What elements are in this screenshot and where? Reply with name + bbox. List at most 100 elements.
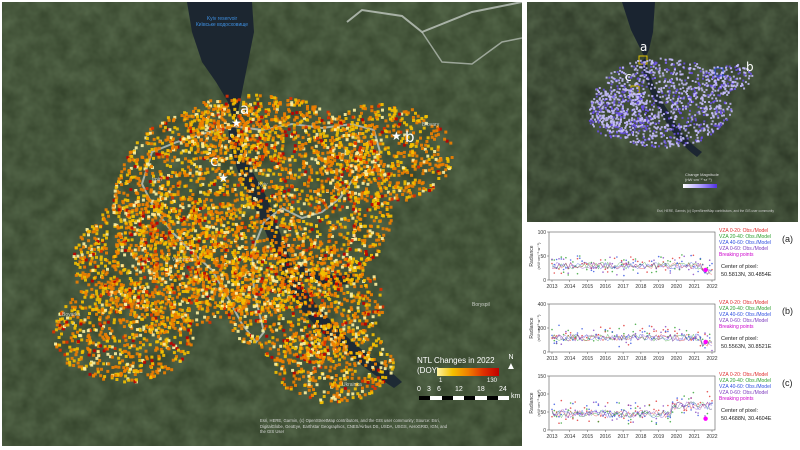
ntl-pixel bbox=[284, 350, 288, 354]
ntl-pixel bbox=[299, 263, 303, 267]
ntl-pixel bbox=[347, 317, 351, 321]
ntl-pixel bbox=[176, 193, 180, 196]
ntl-pixel bbox=[288, 222, 292, 226]
ntl-pixel bbox=[159, 263, 163, 267]
ntl-pixel bbox=[330, 196, 334, 200]
ntl-pixel bbox=[66, 357, 70, 361]
ntl-pixel bbox=[102, 349, 106, 353]
ntl-pixel bbox=[128, 150, 132, 154]
ntl-pixel bbox=[346, 163, 350, 167]
ntl-pixel bbox=[143, 287, 146, 291]
ntl-pixel bbox=[82, 233, 86, 237]
ntl-pixel bbox=[75, 350, 79, 354]
ntl-pixel bbox=[91, 230, 95, 234]
ntl-pixel bbox=[170, 142, 174, 146]
ntl-pixel bbox=[168, 140, 172, 144]
ntl-pixel bbox=[148, 180, 152, 183]
ntl-pixel bbox=[376, 181, 380, 185]
ntl-pixel bbox=[381, 170, 385, 174]
ntl-pixel bbox=[274, 230, 278, 234]
ntl-pixel bbox=[99, 249, 103, 253]
ntl-pixel bbox=[382, 163, 386, 166]
ntl-pixel bbox=[294, 290, 297, 294]
ntl-pixel bbox=[142, 243, 146, 247]
ntl-pixel bbox=[365, 142, 369, 145]
ntl-pixel bbox=[235, 264, 239, 268]
ntl-pixel bbox=[371, 169, 375, 173]
ntl-pixel bbox=[145, 301, 149, 305]
ntl-pixel bbox=[169, 288, 173, 292]
ntl-pixel bbox=[102, 362, 106, 366]
ntl-pixel bbox=[367, 170, 371, 174]
ntl-pixel bbox=[171, 358, 175, 362]
ntl-pixel bbox=[311, 274, 315, 277]
ntl-pixel bbox=[268, 169, 272, 173]
ntl-pixel bbox=[327, 164, 331, 168]
ntl-pixel bbox=[324, 143, 328, 147]
ntl-pixel bbox=[112, 275, 116, 279]
ntl-pixel bbox=[248, 179, 252, 183]
ntl-pixel bbox=[256, 211, 260, 215]
ntl-pixel bbox=[144, 349, 148, 353]
ntl-pixel bbox=[100, 282, 104, 286]
ntl-pixel bbox=[313, 206, 317, 210]
main-map-canvas bbox=[2, 2, 522, 446]
ntl-pixel bbox=[77, 340, 80, 343]
ntl-pixel bbox=[260, 309, 264, 313]
ntl-pixel bbox=[215, 271, 219, 275]
ntl-pixel bbox=[146, 326, 150, 329]
ntl-pixel bbox=[100, 274, 104, 278]
ntl-pixel bbox=[270, 265, 274, 269]
main-map[interactable]: Kyiv reservoir Київське водосховище Irpi… bbox=[2, 2, 522, 446]
ntl-pixel bbox=[279, 134, 283, 138]
ntl-pixel bbox=[233, 199, 237, 203]
ntl-pixel bbox=[252, 133, 256, 137]
ntl-pixel bbox=[209, 159, 213, 163]
ntl-pixel bbox=[211, 231, 215, 235]
ntl-pixel bbox=[334, 155, 338, 159]
ntl-pixel bbox=[122, 349, 126, 353]
ntl-pixel bbox=[73, 326, 77, 330]
ntl-pixel bbox=[164, 343, 168, 347]
ntl-pixel bbox=[213, 132, 217, 136]
ntl-pixel bbox=[150, 308, 154, 312]
ntl-pixel bbox=[441, 162, 445, 166]
ntl-pixel bbox=[378, 155, 382, 159]
ntl-pixel bbox=[136, 299, 140, 303]
ntl-pixel bbox=[215, 218, 219, 222]
ntl-pixel bbox=[66, 316, 69, 320]
ntl-pixel bbox=[335, 171, 339, 174]
ntl-pixel bbox=[206, 285, 210, 289]
ntl-pixel bbox=[232, 292, 236, 296]
ntl-pixel bbox=[162, 342, 166, 346]
ntl-pixel bbox=[207, 190, 211, 194]
ntl-pixel bbox=[146, 224, 150, 228]
ntl-pixel bbox=[202, 141, 206, 145]
ntl-pixel bbox=[226, 249, 230, 253]
ntl-pixel bbox=[388, 181, 392, 185]
ntl-pixel bbox=[159, 305, 163, 309]
ntl-pixel bbox=[84, 278, 87, 282]
ntl-pixel bbox=[66, 323, 70, 327]
ntl-pixel bbox=[356, 173, 360, 177]
ntl-pixel bbox=[226, 148, 230, 152]
ntl-pixel bbox=[359, 161, 363, 165]
ntl-pixel bbox=[361, 155, 365, 159]
ntl-pixel bbox=[269, 255, 273, 258]
ntl-pixel bbox=[124, 182, 128, 185]
ntl-pixel bbox=[207, 280, 211, 284]
ntl-pixel bbox=[277, 192, 281, 196]
ntl-pixel bbox=[179, 151, 183, 155]
ntl-pixel bbox=[390, 197, 394, 201]
ntl-pixel bbox=[191, 336, 195, 340]
ntl-pixel bbox=[110, 290, 114, 294]
ntl-pixel bbox=[363, 153, 367, 156]
ntl-pixel bbox=[196, 281, 200, 285]
ntl-pixel bbox=[262, 168, 266, 172]
ntl-pixel bbox=[399, 186, 403, 190]
ntl-pixel bbox=[117, 208, 121, 212]
ntl-pixel bbox=[236, 183, 240, 187]
ntl-pixel bbox=[176, 238, 180, 242]
ntl-pixel bbox=[170, 283, 174, 287]
ntl-pixel bbox=[314, 144, 318, 148]
